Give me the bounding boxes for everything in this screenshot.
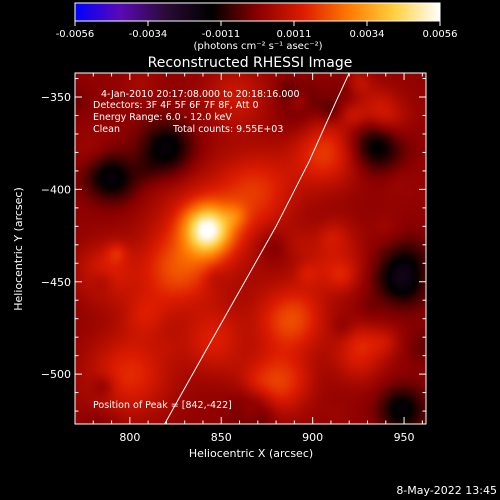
clean-label: Clean	[93, 124, 120, 135]
x-tick-label: 950	[394, 431, 415, 444]
x-tick-label: 800	[119, 431, 140, 444]
colorbar-tick-label: 0.0011	[277, 29, 312, 40]
colorbar-tick-label: 0.0034	[350, 29, 385, 40]
chart-title: Reconstructed RHESSI Image	[148, 55, 353, 71]
colorbar-ticks: -0.0056 -0.0034 -0.0011 0.0011 0.0034 0.0056	[56, 21, 458, 40]
colorbar-unit-label: (photons cm⁻² s⁻¹ asec⁻²)	[193, 41, 322, 52]
colorbar-tick-label: 0.0056	[423, 29, 458, 40]
x-axis-label: Heliocentric X (arcsec)	[189, 447, 313, 460]
detectors-label: Detectors: 3F 4F 5F 6F 7F 8F, Att 0	[93, 100, 259, 111]
peak-position-label: Position of Peak = [842,-422]	[93, 400, 232, 411]
colorbar-tick-label: -0.0011	[202, 29, 241, 40]
y-tick-label: −500	[41, 368, 71, 381]
y-tick-label: −400	[41, 183, 71, 196]
plot-frame	[74, 72, 427, 425]
heatmap-image	[75, 73, 426, 424]
y-tick-label: −350	[41, 91, 71, 104]
colorbar	[74, 2, 441, 22]
solar-limb-curve	[164, 73, 350, 424]
total-counts-label: Total counts: 9.55E+03	[172, 124, 283, 135]
x-tick-label: 850	[211, 431, 232, 444]
y-axis-label: Heliocentric Y (arcsec)	[12, 187, 25, 311]
colorbar-tick-label: -0.0034	[129, 29, 168, 40]
axis-ticks: 800 850 900 950 −350 −400 −450 −500	[41, 73, 426, 444]
x-tick-label: 900	[302, 431, 323, 444]
render-timestamp: 8-May-2022 13:45	[396, 484, 497, 497]
time-range-label: 4-Jan-2010 20:17:08.000 to 20:18:16.000	[101, 89, 299, 100]
energy-range-label: Energy Range: 6.0 - 12.0 keV	[93, 112, 232, 123]
y-tick-label: −450	[41, 276, 71, 289]
colorbar-tick-label: -0.0056	[56, 29, 95, 40]
